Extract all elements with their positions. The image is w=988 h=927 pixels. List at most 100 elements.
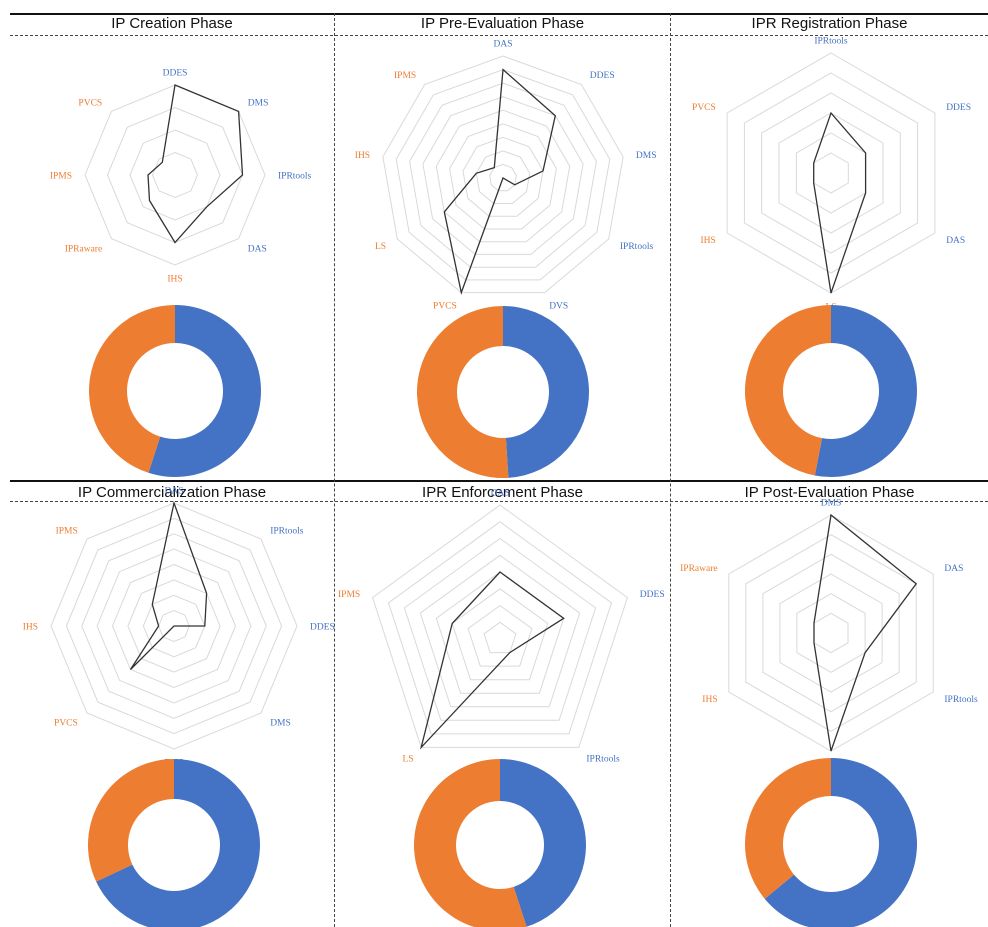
donut-slice-blue (148, 305, 261, 477)
radar-ring (96, 548, 252, 704)
radar-axis-label: DAS (490, 489, 509, 499)
radar-axis-label: IHS (167, 275, 182, 285)
panel-ip-commercialization: IP Commercialization Phase DAS IPRtools DD… (10, 480, 335, 927)
radar-axis-label: IPRtools (620, 242, 654, 252)
radar-ring (779, 573, 883, 693)
donut-slice-blue (503, 306, 589, 478)
radar-ring (795, 132, 867, 214)
radar-axis-label: IPRtools (270, 526, 304, 536)
radar-axis-label: DDES (640, 590, 665, 600)
donut-slice-orange (416, 306, 509, 478)
radar-axis-label: DMS (248, 99, 269, 109)
header-divider-bottom (10, 501, 988, 502)
radar-axis-label: DMS (821, 499, 842, 509)
radar-ring (50, 502, 298, 750)
donut-slice-blue (814, 305, 917, 477)
radar-ring (419, 554, 581, 708)
radar-ring (813, 152, 849, 194)
radar-axis-label: IPMS (56, 526, 78, 536)
panel-ipr-enforcement: IPR Enforcement Phase DAS DDES IPRtools LS I… (335, 480, 670, 927)
donut-slice-orange (745, 758, 831, 899)
radar-ring (382, 55, 624, 294)
radar-ring (743, 72, 919, 274)
radar-axis-label: IPMS (338, 590, 360, 600)
radar-ring (151, 151, 199, 199)
radar-axis-label: IPMS (50, 172, 72, 182)
panel-title: IPR Registration Phase (751, 15, 908, 32)
radar-ring (403, 537, 597, 721)
radar-axis-label: IHS (355, 151, 370, 161)
radar-ring (142, 594, 206, 658)
radar-axis-label: PVCS (54, 719, 78, 729)
panel-title: IP Post-Evaluation Phase (744, 484, 915, 501)
radar-ring (84, 84, 266, 266)
radar-chart: IPRtoolsDDESDASLSIHSPVCS (692, 37, 971, 477)
radar-axis-label: IPRtools (944, 695, 978, 705)
radar-ring (127, 579, 221, 673)
radar-ring (761, 92, 901, 254)
donut-slice-blue (500, 759, 587, 927)
radar-axis-label: DDES (310, 623, 335, 633)
radar-ring (475, 150, 531, 204)
radar-axis-label: IPRtools (586, 754, 620, 764)
radar-ring (728, 514, 934, 752)
panel-ip-pre-evaluation: IP Pre-Evaluation Phase DAS DDES DMS IPRtoo… (335, 13, 670, 480)
radar-ring (483, 621, 517, 654)
radar-ring (462, 136, 544, 217)
radar-series-line (419, 571, 565, 750)
radar-ring (129, 129, 221, 221)
donut-slice-orange (88, 305, 175, 473)
panel-title: IPR Enforcement Phase (422, 484, 583, 501)
radar-ring (435, 109, 571, 243)
panel-title: IP Pre-Evaluation Phase (420, 15, 585, 32)
radar-ring (409, 82, 597, 268)
radar-ring (387, 521, 613, 735)
radar-chart: DMSDASIPRtoolsPVCSIHSIPRaware (680, 499, 978, 927)
radar-ring (449, 123, 557, 230)
radar-ring (778, 112, 884, 234)
radar-axis-label: PVCS (692, 103, 716, 113)
radar-axis-label: DMS (270, 719, 291, 729)
radar-axis-label: IHS (702, 695, 717, 705)
radar-axis-label: IHS (700, 236, 715, 246)
radar-axis-label: DAS (946, 236, 965, 246)
panel-ip-post-evaluation: IP Post-Evaluation Phase DMSDASIPRtoolsP… (671, 480, 988, 927)
header-divider-top (10, 35, 988, 36)
donut-slice-blue (764, 758, 917, 927)
radar-ring (81, 533, 267, 719)
radar-ring (158, 610, 190, 642)
radar-axis-label: DAS (944, 564, 963, 574)
panel-title: IP Creation Phase (111, 15, 233, 32)
radar-axis-label: IPRtools (278, 172, 312, 182)
radar-axis-label: DAS (164, 487, 183, 497)
radar-ring (372, 504, 628, 748)
radar-ring (106, 106, 244, 244)
radar-ring (65, 517, 283, 735)
radar-axis-label: DVS (549, 301, 568, 311)
radar-ring (489, 163, 517, 192)
donut-slice-orange (744, 305, 831, 476)
donut-slice-blue (96, 759, 260, 927)
radar-ring (395, 69, 611, 281)
radar-ring (813, 612, 849, 654)
row-divider (10, 480, 988, 482)
radar-axis-label: DAS (493, 40, 512, 50)
radar-ring (796, 593, 866, 673)
radar-axis-label: IPRaware (65, 244, 102, 254)
donut-slice-orange (414, 759, 527, 927)
radar-ring (451, 588, 549, 681)
radar-axis-label: DAS (248, 244, 267, 254)
radar-series-line (813, 513, 918, 752)
radar-axis-label: PVCS (78, 99, 102, 109)
radar-axis-label: LS (403, 754, 414, 764)
radar-ring (467, 604, 533, 667)
radar-chart: DASIPRtoolsDDESDMSDVSPVCSIHSIPMS (23, 487, 335, 927)
radar-series-line (443, 68, 557, 295)
radar-ring (726, 52, 936, 294)
radar-axis-label: PVCS (433, 301, 457, 311)
radar-ring (762, 553, 900, 713)
radar-axis-label: IPRaware (680, 564, 717, 574)
top-border (10, 13, 988, 15)
radar-ring (745, 534, 917, 732)
